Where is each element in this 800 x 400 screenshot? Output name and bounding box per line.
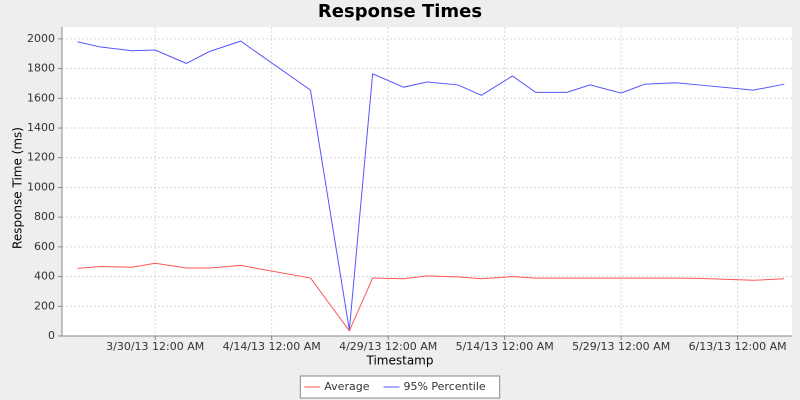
y-tick-label: 1200 [27,151,55,164]
y-tick-label: 0 [48,329,55,342]
legend-label: 95% Percentile [403,380,485,393]
series-line [77,262,785,332]
legend-box [299,375,501,399]
legend-label: Average [324,380,369,393]
x-axis-title: Timestamp [366,354,434,368]
y-tick-label: 600 [34,240,55,253]
y-axis-title: Response Time (ms) [11,127,25,249]
series-line [77,40,785,331]
y-tick-label: 1400 [27,121,55,134]
y-tick-label: 2000 [27,32,55,45]
x-tick-label: 5/14/13 12:00 AM [456,340,554,353]
x-tick-label: 6/13/13 12:00 AM [689,340,787,353]
x-tick-label: 4/29/13 12:00 AM [339,340,437,353]
chart-title: Response Times [318,1,482,22]
y-tick-label: 1800 [27,62,55,75]
plot-area [62,27,792,336]
x-tick-label: 4/14/13 12:00 AM [223,340,321,353]
y-tick-label: 400 [34,270,55,283]
legend: Average 95% Percentile [299,375,501,399]
y-tick-label: 1000 [27,180,55,193]
y-tick-label: 200 [34,299,55,312]
x-tick-label: 3/30/13 12:00 AM [106,340,204,353]
y-tick-label: 1600 [27,91,55,104]
x-tick-label: 5/29/13 12:00 AM [572,340,670,353]
y-tick-label: 800 [34,210,55,223]
